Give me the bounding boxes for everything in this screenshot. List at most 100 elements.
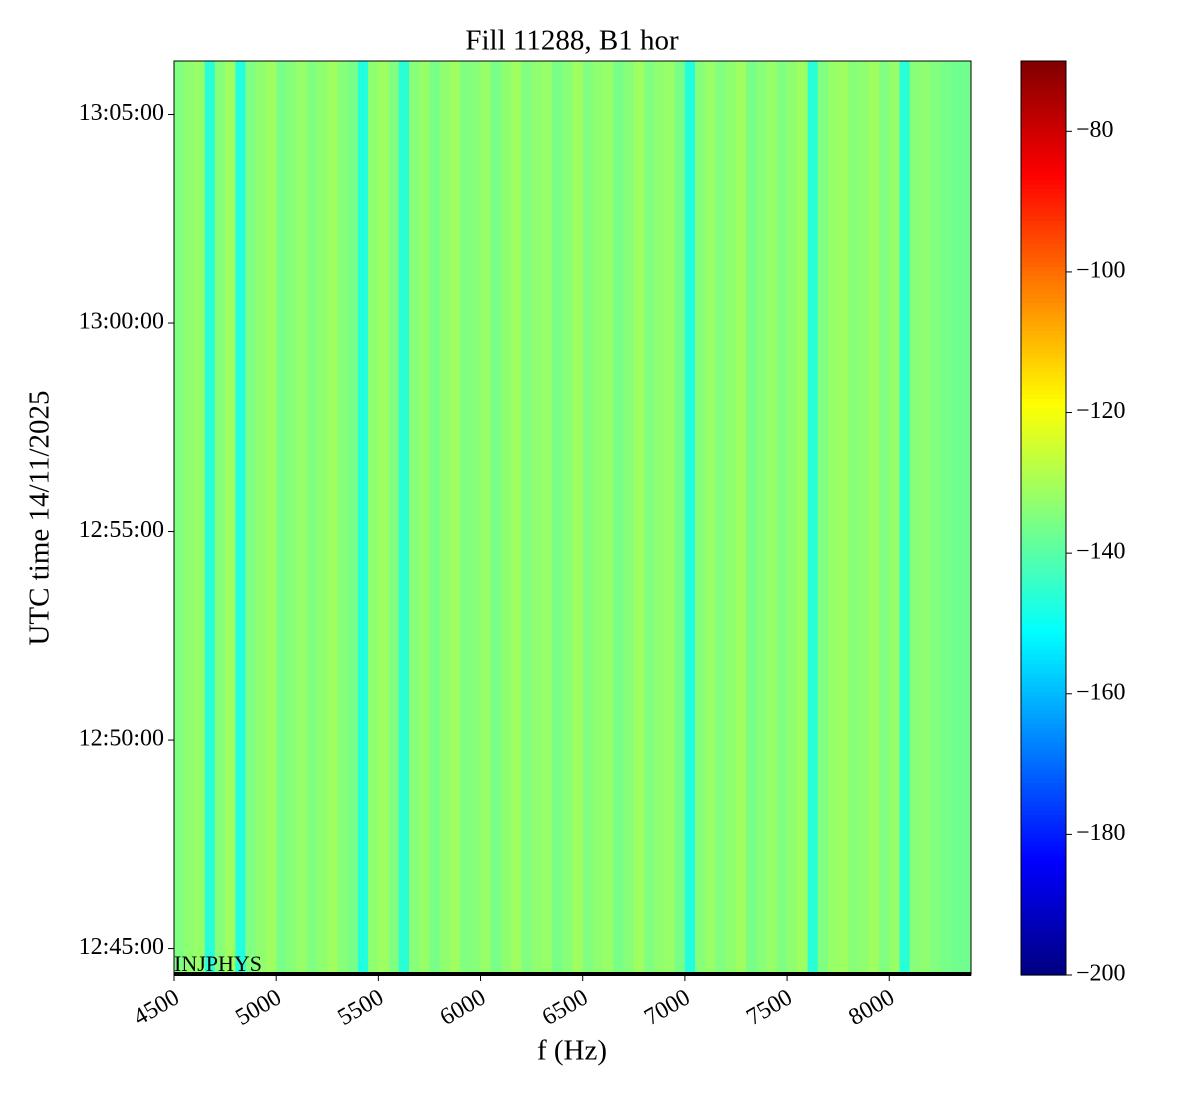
colorbar-segment [1021, 111, 1066, 117]
heatmap-cell [286, 61, 297, 975]
colorbar-segment [1021, 883, 1066, 889]
colorbar-segment [1021, 518, 1066, 524]
heatmap-cell [194, 61, 205, 975]
colorbar-tick-label: −200 [1076, 961, 1126, 987]
heatmap-cell [572, 61, 584, 975]
heatmap-cell [623, 61, 635, 975]
colorbar-segment [1021, 778, 1066, 784]
colorbar-segment [1021, 773, 1066, 780]
heatmap-cell [960, 61, 972, 975]
heatmap-cell [684, 61, 696, 975]
colorbar-segment [1021, 705, 1066, 711]
colorbar-segment [1021, 751, 1066, 757]
colorbar-segment [1021, 554, 1066, 560]
heatmap-cell [439, 61, 451, 975]
colorbar-segment [1021, 298, 1066, 304]
heatmap-cell [460, 61, 471, 975]
colorbar-segment [1021, 330, 1066, 336]
colorbar-segment [1021, 819, 1066, 825]
colorbar-segment [1021, 595, 1066, 601]
colorbar-segment [1021, 691, 1066, 697]
y-tick-label: 13:05:00 [79, 100, 164, 126]
colorbar-segment [1021, 499, 1066, 505]
colorbar-segment [1021, 965, 1066, 972]
colorbar-segment [1021, 394, 1066, 400]
heatmap-cell [858, 61, 870, 975]
colorbar-segment [1021, 88, 1066, 94]
y-tick-label: 12:55:00 [79, 517, 164, 543]
heatmap-cell [838, 61, 849, 975]
colorbar-segment [1021, 252, 1066, 259]
colorbar-segment [1021, 833, 1066, 839]
colorbar-segment [1021, 79, 1066, 85]
colorbar-segment [1021, 248, 1066, 254]
heatmap-cell [306, 61, 318, 975]
colorbar-segment [1021, 399, 1066, 405]
colorbar-segment [1021, 618, 1066, 624]
colorbar-segment [1021, 696, 1066, 702]
colorbar-segment [1021, 303, 1066, 309]
annotation: INJPHYS [174, 951, 262, 976]
colorbar-segment [1021, 156, 1066, 163]
colorbar-segment [1021, 198, 1066, 204]
colorbar-segment [1021, 815, 1066, 821]
colorbar-segment [1021, 787, 1066, 793]
colorbar-segment [1021, 645, 1066, 652]
colorbar-segment [1021, 243, 1066, 249]
y-tick-label: 13:00:00 [79, 309, 164, 335]
colorbar-segment [1021, 102, 1066, 108]
x-tick-label: 5000 [231, 984, 286, 1031]
colorbar-segment [1021, 805, 1066, 812]
heatmap-cell [184, 61, 195, 975]
colorbar-segment [1021, 193, 1066, 199]
colorbar-segment [1021, 129, 1066, 135]
colorbar-segment [1021, 613, 1066, 620]
colorbar-segment [1021, 956, 1066, 962]
colorbar-segment [1021, 207, 1066, 213]
colorbar-segment [1021, 440, 1066, 446]
heatmap-cell [592, 61, 604, 975]
colorbar-segment [1021, 376, 1066, 382]
colorbar-segment [1021, 796, 1066, 802]
heatmap-cell [552, 61, 563, 975]
colorbar-segment [1021, 586, 1066, 592]
colorbar-segment [1021, 828, 1066, 834]
heatmap-cell [705, 61, 716, 975]
heatmap-cell [347, 61, 359, 975]
colorbar-segment [1021, 152, 1066, 158]
colorbar-segment [1021, 906, 1066, 912]
colorbar-segment [1021, 143, 1066, 149]
colorbar-segment [1021, 687, 1066, 693]
colorbar-segment [1021, 970, 1066, 976]
colorbar-segment [1021, 760, 1066, 766]
colorbar-segment [1021, 92, 1066, 99]
colorbar-segment [1021, 61, 1066, 67]
colorbar-segment [1021, 609, 1066, 615]
colorbar-segment [1021, 230, 1066, 236]
colorbar-segment [1021, 371, 1066, 377]
colorbar-segment [1021, 380, 1066, 387]
colorbar-segment [1021, 344, 1066, 350]
colorbar-segment [1021, 481, 1066, 487]
colorbar-segment [1021, 476, 1066, 483]
heatmap-cell [889, 61, 900, 975]
colorbar-segment [1021, 641, 1066, 647]
colorbar-segment [1021, 865, 1066, 871]
x-tick-label: 5500 [334, 984, 389, 1031]
colorbar-segment [1021, 262, 1066, 268]
colorbar-segment [1021, 888, 1066, 894]
heatmap-cell [674, 61, 686, 975]
heatmap-cell [296, 61, 308, 975]
colorbar-segment [1021, 600, 1066, 606]
y-tick-label: 12:45:00 [79, 934, 164, 960]
heatmap-cell [807, 61, 819, 975]
heatmap-cell [735, 61, 747, 975]
colorbar-segment [1021, 115, 1066, 122]
colorbar-segment [1021, 527, 1066, 533]
heatmap-cell [827, 61, 839, 975]
colorbar-segment [1021, 184, 1066, 190]
colorbar-segment [1021, 540, 1066, 547]
colorbar-segment [1021, 755, 1066, 761]
colorbar-segment [1021, 741, 1066, 748]
heatmap-cell [868, 61, 880, 975]
